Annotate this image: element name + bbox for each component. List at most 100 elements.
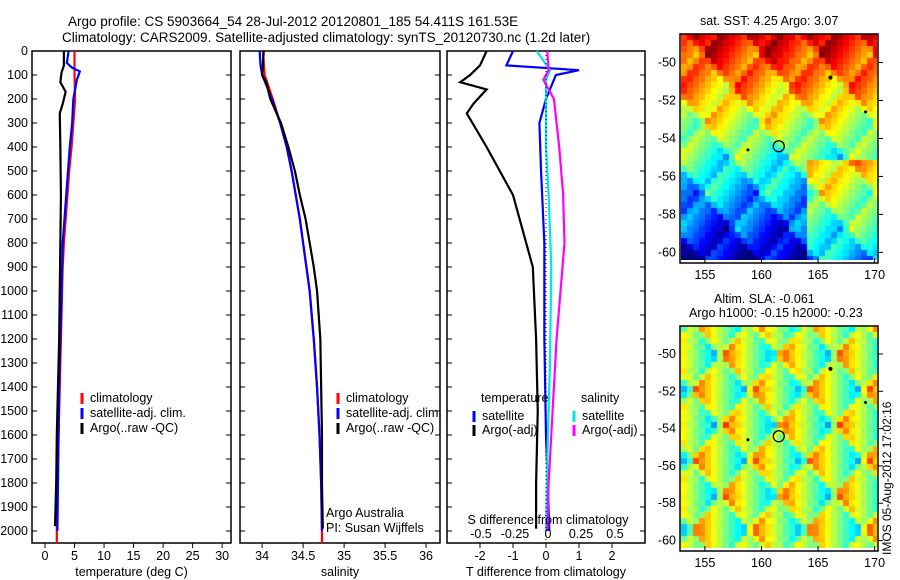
plot-frame-temperature bbox=[31, 50, 232, 544]
legend-label: Argo(-adj) bbox=[582, 423, 638, 437]
x-tick-label: 36 bbox=[419, 549, 433, 563]
y-tick-label: 2000 bbox=[0, 524, 28, 538]
island-marker bbox=[828, 75, 833, 80]
x-axis-label: salinity bbox=[321, 565, 360, 579]
y-tick-label: 1700 bbox=[0, 452, 28, 466]
lat-tick-label: -58 bbox=[658, 496, 676, 510]
x-tick-label: 35.5 bbox=[373, 549, 397, 563]
y-tick-label: 700 bbox=[7, 212, 28, 226]
island-marker bbox=[746, 438, 750, 442]
sla-map-title: Altim. SLA: -0.061 bbox=[714, 292, 815, 306]
island-marker bbox=[828, 366, 833, 371]
x-tick-label: 30 bbox=[215, 549, 229, 563]
x-axis-label: T difference from climatology bbox=[466, 565, 627, 579]
island-marker bbox=[864, 110, 868, 114]
argo-position-marker bbox=[772, 430, 785, 443]
series-line-t-satellite bbox=[504, 50, 580, 532]
lon-tick-label: 155 bbox=[694, 556, 715, 570]
x-tick-label: 34.5 bbox=[291, 549, 315, 563]
annotation-line2: PI: Susan Wijffels bbox=[326, 521, 424, 535]
y-tick-label: 100 bbox=[7, 68, 28, 82]
sla-map-subtitle: Argo h1000: -0.15 h2000: -0.23 bbox=[689, 306, 863, 320]
lon-tick-label: 170 bbox=[864, 268, 885, 282]
island-marker bbox=[864, 400, 868, 404]
legend-label: Argo(..raw -QC) bbox=[346, 421, 434, 435]
y-tick-label: 1500 bbox=[0, 404, 28, 418]
legend-label: climatology bbox=[90, 391, 153, 405]
y-tick-label: 1300 bbox=[0, 356, 28, 370]
lon-tick-label: 160 bbox=[751, 268, 772, 282]
legend-label: satellite bbox=[482, 409, 524, 423]
lon-tick-label: 160 bbox=[751, 556, 772, 570]
x-tick-label: 15 bbox=[127, 549, 141, 563]
y-tick-label: 400 bbox=[7, 140, 28, 154]
legend-label: satellite-adj. clim. bbox=[346, 406, 442, 420]
x2-tick-label: 0.25 bbox=[569, 527, 593, 541]
lon-tick-label: 165 bbox=[808, 556, 829, 570]
legend-label: satellite bbox=[582, 409, 624, 423]
x-tick-label: 10 bbox=[97, 549, 111, 563]
legend-label: satellite-adj. clim. bbox=[90, 406, 186, 420]
title-line2: Climatology: CARS2009. Satellite-adjuste… bbox=[62, 30, 591, 45]
y-tick-label: 1200 bbox=[0, 332, 28, 346]
sst-map-title: sat. SST: 4.25 Argo: 3.07 bbox=[700, 14, 839, 28]
x2-tick-label: 0 bbox=[545, 527, 552, 541]
legend-label: Argo(-adj) bbox=[482, 423, 538, 437]
y-tick-label: 1000 bbox=[0, 284, 28, 298]
x-tick-label: 2 bbox=[609, 549, 616, 563]
y-tick-label: 500 bbox=[7, 164, 28, 178]
y-tick-label: 0 bbox=[21, 44, 28, 58]
title-line1: Argo profile: CS 5903664_54 28-Jul-2012 … bbox=[68, 14, 519, 29]
lon-tick-label: 170 bbox=[864, 556, 885, 570]
y-tick-label: 200 bbox=[7, 92, 28, 106]
series-line-satellite-adj-clim- bbox=[56, 50, 82, 532]
map-frame-sla-map bbox=[679, 325, 879, 552]
series-line-t-argo-adj- bbox=[457, 50, 539, 529]
lat-tick-label: -60 bbox=[658, 534, 676, 548]
y-tick-label: 1900 bbox=[0, 500, 28, 514]
island-marker bbox=[746, 148, 750, 152]
y-tick-label: 900 bbox=[7, 260, 28, 274]
y-tick-label: 600 bbox=[7, 188, 28, 202]
x-tick-label: 20 bbox=[156, 549, 170, 563]
x-tick-label: 1 bbox=[576, 549, 583, 563]
legend-label: climatology bbox=[346, 391, 409, 405]
series-line-argo-raw-qc- bbox=[261, 50, 324, 529]
y-tick-label: 1100 bbox=[1, 308, 28, 322]
argo-position-marker bbox=[772, 140, 785, 153]
series-line-s-argo-adj- bbox=[542, 50, 566, 532]
y-tick-label: 1600 bbox=[0, 428, 28, 442]
map-frame-sst-map bbox=[679, 33, 879, 264]
lat-tick-label: -54 bbox=[658, 131, 676, 145]
lat-tick-label: -50 bbox=[658, 347, 676, 361]
lat-tick-label: -56 bbox=[658, 459, 676, 473]
x2-tick-label: 0.5 bbox=[606, 527, 623, 541]
x-tick-label: 35 bbox=[337, 549, 351, 563]
timestamp-stamp: IMOS 05-Aug-2012 17:02:16 bbox=[880, 401, 894, 555]
annotation-line1: Argo Australia bbox=[326, 506, 404, 520]
x2-tick-label: -0.5 bbox=[470, 527, 492, 541]
lat-tick-label: -60 bbox=[658, 245, 676, 259]
lat-tick-label: -58 bbox=[658, 207, 676, 221]
lat-tick-label: -56 bbox=[658, 169, 676, 183]
x-tick-label: 0 bbox=[42, 549, 49, 563]
lat-tick-label: -54 bbox=[658, 422, 676, 436]
y-tick-label: 1800 bbox=[0, 476, 28, 490]
y-tick-label: 800 bbox=[7, 236, 28, 250]
lat-tick-label: -52 bbox=[658, 93, 676, 107]
sst-map-canvas bbox=[681, 34, 877, 260]
x-tick-label: 0 bbox=[543, 549, 550, 563]
x2-tick-label: -0.25 bbox=[501, 527, 530, 541]
x2-axis-label: S difference from climatology bbox=[468, 513, 630, 527]
sla-map-canvas bbox=[681, 326, 877, 548]
x-tick-label: 25 bbox=[186, 549, 200, 563]
lat-tick-label: -50 bbox=[658, 55, 676, 69]
y-tick-label: 1400 bbox=[0, 380, 28, 394]
legend-label: Argo(..raw -QC) bbox=[90, 421, 178, 435]
x-tick-label: -1 bbox=[507, 549, 518, 563]
lat-tick-label: -52 bbox=[658, 384, 676, 398]
plot-frame-salinity bbox=[239, 50, 441, 544]
x-axis-label: temperature (deg C) bbox=[75, 565, 188, 579]
